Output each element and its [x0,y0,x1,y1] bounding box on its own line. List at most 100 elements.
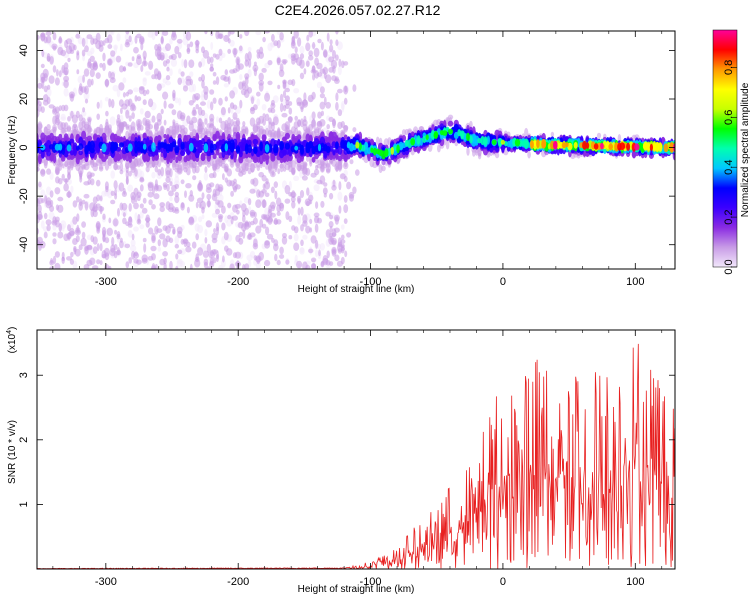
spectrogram-cell [191,241,197,249]
spectrogram-cell [316,81,323,89]
spectrogram-cell [151,263,156,269]
spectrogram-cell [252,177,259,187]
spectrogram-cell [274,166,278,173]
spectrogram-cell [433,131,439,139]
spectrogram-cell [252,138,259,145]
spectrogram-cell [115,249,122,256]
spectrogram-cell [156,185,163,192]
spectrogram-cell [73,245,77,253]
spectrogram-cell [54,187,61,195]
spectrogram-cell [113,180,118,190]
spectrogram-cell [142,78,147,87]
spectrogram-cell [230,119,234,127]
spectrogram-cell [135,118,143,128]
spectrogram-cell [75,33,81,39]
spectrogram-cell [181,58,185,68]
spectrogram-cell [166,183,170,192]
spectrogram-cell [134,145,138,154]
spectrogram-cell [208,173,215,179]
spectrogram-cell [410,138,416,146]
spectrogram-cell [165,75,171,81]
spectrogram-cell [297,37,302,47]
spectrogram-cell [63,88,69,97]
spectrogram-cell [242,214,246,223]
spectrogram-cell [174,235,180,245]
spectrogram-cell [284,95,290,102]
spectrogram-cell [302,214,308,224]
spectrogram-cell [232,252,238,259]
snr-unit-label: (x104) [6,327,18,354]
spectrogram-cell [110,199,116,205]
spectrogram-cell [201,121,205,130]
spectrogram-cell [195,253,199,261]
spectrogram-cell [43,212,48,220]
snr-ytick-label: 1 [18,501,30,507]
spectrogram-cell [312,41,316,50]
spectrogram-cell [343,61,349,66]
spectrogram-cell [156,46,162,52]
spectrogram-cell [110,190,115,196]
spectrogram-cell [125,125,129,131]
spectrogram-cell [265,226,270,236]
spectrogram-cell [101,143,107,153]
spectrogram-cell [299,190,305,198]
spectrogram-cell [116,114,121,120]
spectrogram-cell [282,90,287,98]
spectrogram-cell [42,99,49,106]
spectrogram-cell [335,54,339,61]
spectrogram-cell [134,35,138,44]
spectrogram-cell [104,37,110,44]
spectrogram-cell [141,207,148,214]
spectrogram-cell [332,50,336,59]
spectrogram-cell [255,31,262,36]
spectrogram-cell [223,83,229,88]
spectrogram-cell [282,104,287,112]
spectrogram-cell [69,49,75,54]
spectrogram-cell [217,213,224,220]
spectrogram-cell [118,122,125,130]
spectrogram-cell [99,260,103,266]
spectrogram-cell [172,226,176,235]
spectrogram-cell [58,70,62,78]
spectrogram-cell [203,258,209,266]
spectrogram-ytick-label: -40 [18,237,30,253]
spectrogram-cell [63,183,69,192]
spectrogram-cell [118,82,125,91]
spectrogram-cell [346,143,351,149]
spectrogram-cell [143,243,147,253]
spectrogram-cell [322,187,328,195]
spectrogram-cell [145,120,150,127]
spectrogram-cell [279,254,285,259]
spectrogram-cell [148,199,153,206]
spectrogram-cell [119,162,124,171]
spectrogram-cell [338,181,342,191]
spectrogram-cell [174,145,180,154]
spectrogram-cell [37,77,40,83]
spectrogram-cell [319,175,326,185]
spectrogram-cell [253,67,257,77]
spectrogram-cell [125,31,130,35]
spectrogram-cell [316,62,323,70]
spectrogram-cell [235,234,241,243]
spectrogram-cell [206,123,212,129]
spectrogram-cell [165,176,171,183]
spectrogram-cell [174,207,179,212]
spectrogram-cell [51,43,58,50]
spectrogram-cell [210,101,214,111]
spectrogram-cell [223,231,229,241]
spectrogram-cell [78,150,83,156]
spectrogram-cell [291,225,296,231]
spectrogram-cell [297,198,301,205]
spectrogram-cell [125,39,130,46]
spectrogram-cell [99,243,103,252]
spectrogram-cell [288,116,293,124]
spectrogram-cell [84,45,89,53]
spectrogram-cell [76,196,80,203]
spectrogram-cell [58,143,63,151]
spectrogram-cell [171,31,176,38]
spectrogram-cell [73,44,77,51]
spectrogram-cell [86,259,93,267]
spectrogram-cell [64,178,68,185]
spectrogram-cell [232,112,238,120]
spectrogram-cell [296,163,302,172]
